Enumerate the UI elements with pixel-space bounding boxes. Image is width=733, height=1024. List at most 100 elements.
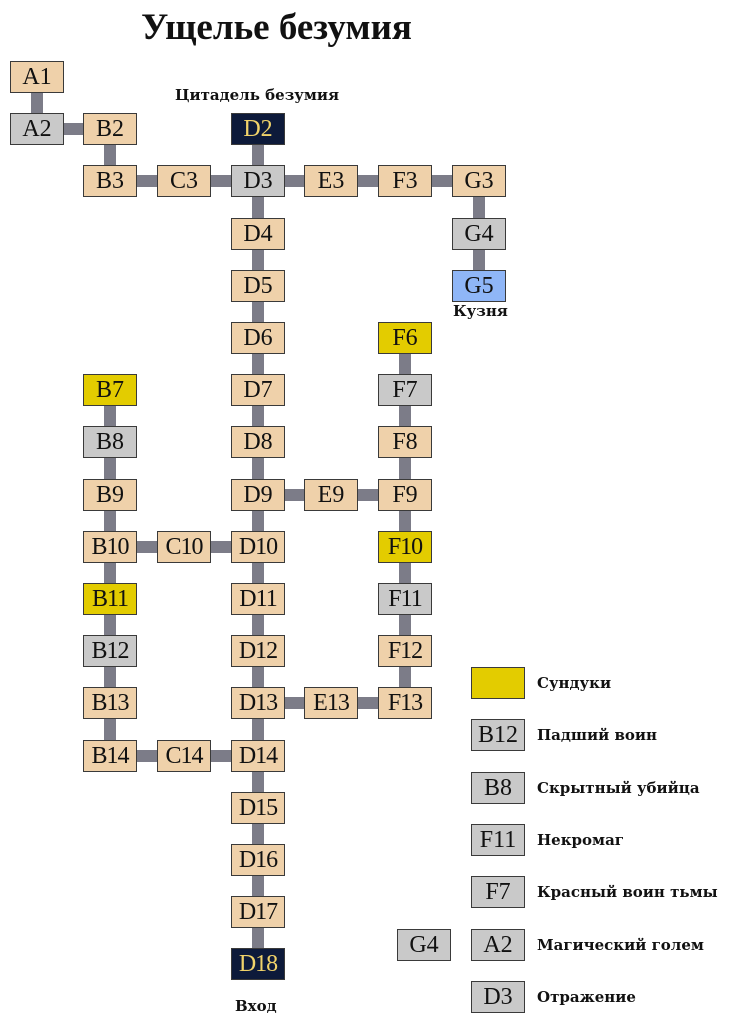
corridor-F9-F10 [399, 511, 411, 531]
legend-swatch-g4: G4 [397, 929, 451, 961]
room-d15[interactable]: D15 [231, 792, 285, 824]
corridor-D9-D10 [252, 511, 264, 531]
legend-label: Некромаг [537, 831, 624, 849]
entrance-label: Вход [235, 997, 277, 1015]
room-e13[interactable]: E13 [304, 687, 358, 719]
corridor-F12-F13 [399, 667, 411, 687]
legend-label: Магический голем [537, 936, 704, 954]
room-d4[interactable]: D4 [231, 218, 285, 250]
room-d7[interactable]: D7 [231, 374, 285, 406]
corridor-B14-C14 [137, 750, 157, 762]
corridor-D10-D11 [252, 563, 264, 583]
legend-swatch-b12: B12 [471, 719, 525, 751]
corridor-C10-D10 [211, 541, 231, 553]
corridor-D9-E9 [285, 489, 304, 501]
room-d10[interactable]: D10 [231, 531, 285, 563]
room-b2[interactable]: B2 [83, 113, 137, 145]
corridor-D4-D5 [252, 250, 264, 270]
corridor-D15-D16 [252, 824, 264, 844]
room-g4[interactable]: G4 [452, 218, 506, 250]
room-b7[interactable]: B7 [83, 374, 137, 406]
room-b11[interactable]: B11 [83, 583, 137, 615]
room-d8[interactable]: D8 [231, 426, 285, 458]
legend-swatch-d3: D3 [471, 981, 525, 1013]
room-c3[interactable]: C3 [157, 165, 211, 197]
corridor-D17-D18 [252, 928, 264, 948]
room-a1[interactable]: A1 [10, 61, 64, 93]
corridor-B8-B9 [104, 458, 116, 479]
room-d18[interactable]: D18 [231, 948, 285, 980]
room-f12[interactable]: F12 [378, 635, 432, 667]
corridor-D11-D12 [252, 615, 264, 635]
corridor-B3-C3 [137, 175, 157, 187]
room-f9[interactable]: F9 [378, 479, 432, 511]
room-f7[interactable]: F7 [378, 374, 432, 406]
room-d13[interactable]: D13 [231, 687, 285, 719]
room-d5[interactable]: D5 [231, 270, 285, 302]
corridor-C14-D14 [211, 750, 231, 762]
room-f11[interactable]: F11 [378, 583, 432, 615]
legend-label: Падший воин [537, 726, 658, 744]
room-b9[interactable]: B9 [83, 479, 137, 511]
corridor-D14-D15 [252, 772, 264, 792]
corridor-D13-E13 [285, 697, 304, 709]
corridor-D6-D7 [252, 354, 264, 374]
citadel-label: Цитадель безумия [175, 86, 340, 104]
room-e3[interactable]: E3 [304, 165, 358, 197]
room-d3[interactable]: D3 [231, 165, 285, 197]
forge-label: Кузня [453, 302, 508, 320]
room-d17[interactable]: D17 [231, 896, 285, 928]
corridor-D2-D3 [252, 145, 264, 165]
corridor-F8-F9 [399, 458, 411, 479]
room-d2[interactable]: D2 [231, 113, 285, 145]
room-d6[interactable]: D6 [231, 322, 285, 354]
room-d12[interactable]: D12 [231, 635, 285, 667]
corridor-A2-B2 [64, 123, 83, 135]
room-f10[interactable]: F10 [378, 531, 432, 563]
corridor-B11-B12 [104, 615, 116, 635]
corridor-B2-B3 [104, 145, 116, 165]
room-d11[interactable]: D11 [231, 583, 285, 615]
corridor-F6-F7 [399, 354, 411, 374]
room-e9[interactable]: E9 [304, 479, 358, 511]
corridor-F11-F12 [399, 615, 411, 635]
room-c10[interactable]: C10 [157, 531, 211, 563]
room-d9[interactable]: D9 [231, 479, 285, 511]
room-f8[interactable]: F8 [378, 426, 432, 458]
corridor-F7-F8 [399, 406, 411, 426]
corridor-B13-B14 [104, 719, 116, 740]
room-b14[interactable]: B14 [83, 740, 137, 772]
corridor-B12-B13 [104, 667, 116, 687]
room-b8[interactable]: B8 [83, 426, 137, 458]
room-f3[interactable]: F3 [378, 165, 432, 197]
legend-label: Сундуки [537, 674, 612, 692]
room-c14[interactable]: C14 [157, 740, 211, 772]
room-a2[interactable]: A2 [10, 113, 64, 145]
room-g5[interactable]: G5 [452, 270, 506, 302]
corridor-D16-D17 [252, 876, 264, 896]
legend-swatch-f7: F7 [471, 876, 525, 908]
corridor-D13-D14 [252, 719, 264, 740]
map-title: Ущелье безумия [141, 7, 412, 48]
room-g3[interactable]: G3 [452, 165, 506, 197]
room-f6[interactable]: F6 [378, 322, 432, 354]
corridor-B9-B10 [104, 511, 116, 531]
corridor-B7-B8 [104, 406, 116, 426]
corridor-B10-B11 [104, 563, 116, 583]
room-f13[interactable]: F13 [378, 687, 432, 719]
room-b12[interactable]: B12 [83, 635, 137, 667]
room-d16[interactable]: D16 [231, 844, 285, 876]
legend-swatch-f11: F11 [471, 824, 525, 856]
corridor-D12-D13 [252, 667, 264, 687]
legend-swatch-chest [471, 667, 525, 699]
corridor-C3-D3 [211, 175, 231, 187]
corridor-E3-F3 [358, 175, 378, 187]
legend-label: Отражение [537, 988, 636, 1006]
room-b10[interactable]: B10 [83, 531, 137, 563]
room-b3[interactable]: B3 [83, 165, 137, 197]
corridor-G3-G4 [473, 197, 485, 218]
room-b13[interactable]: B13 [83, 687, 137, 719]
corridor-D3-E3 [285, 175, 304, 187]
room-d14[interactable]: D14 [231, 740, 285, 772]
